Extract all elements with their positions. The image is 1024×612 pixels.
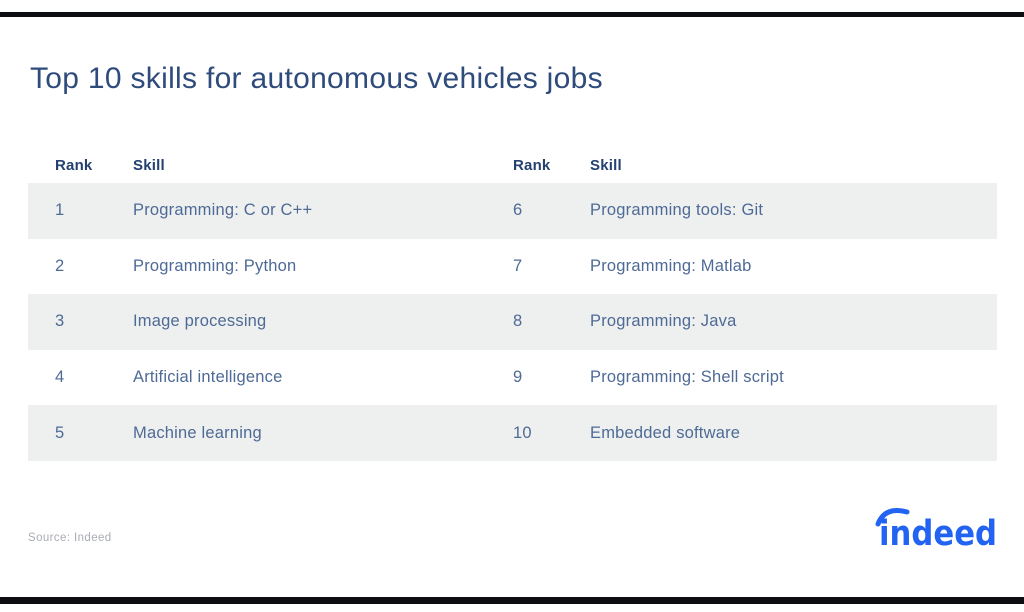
skill-value: Programming: Java xyxy=(590,312,737,331)
indeed-swoosh-icon xyxy=(875,508,910,527)
skill-value: Programming: C or C++ xyxy=(133,201,313,220)
bottom-divider-bar xyxy=(0,597,1024,604)
rank-value: 4 xyxy=(55,368,65,387)
rank-value: 8 xyxy=(513,312,523,331)
table-row: 4 Artificial intelligence 9 Programming:… xyxy=(28,350,997,406)
rank-value: 10 xyxy=(513,423,532,442)
table-row: 2 Programming: Python 7 Programming: Mat… xyxy=(28,239,997,295)
skill-value: Machine learning xyxy=(133,423,262,442)
left-rank-header: Rank xyxy=(55,157,93,174)
skill-value: Programming: Python xyxy=(133,256,297,275)
skill-value: Programming: Matlab xyxy=(590,256,752,275)
skill-value: Artificial intelligence xyxy=(133,368,283,387)
skills-table: Rank Skill Rank Skill 1 Programming: C o… xyxy=(28,148,997,461)
rank-value: 6 xyxy=(513,201,523,220)
page-title: Top 10 skills for autonomous vehicles jo… xyxy=(30,62,603,95)
right-skill-header: Skill xyxy=(590,157,622,174)
indeed-logo: indeed xyxy=(872,501,1004,554)
skill-value: Programming: Shell script xyxy=(590,368,784,387)
table-header-row: Rank Skill Rank Skill xyxy=(28,148,997,183)
left-skill-header: Skill xyxy=(133,157,165,174)
skill-value: Programming tools: Git xyxy=(590,201,764,220)
table-row: 5 Machine learning 10 Embedded software xyxy=(28,405,997,461)
right-rank-header: Rank xyxy=(513,157,551,174)
rank-value: 3 xyxy=(55,312,65,331)
rank-value: 2 xyxy=(55,256,65,275)
table-row: 1 Programming: C or C++ 6 Programming to… xyxy=(28,183,997,239)
indeed-wordmark: indeed xyxy=(879,514,997,549)
rank-value: 5 xyxy=(55,423,65,442)
rank-value: 1 xyxy=(55,201,65,220)
rank-value: 7 xyxy=(513,256,523,275)
source-credit: Source: Indeed xyxy=(28,532,112,544)
skill-value: Image processing xyxy=(133,312,267,331)
table-row: 3 Image processing 8 Programming: Java xyxy=(28,294,997,350)
top-divider-bar xyxy=(0,12,1024,17)
skill-value: Embedded software xyxy=(590,423,741,442)
rank-value: 9 xyxy=(513,368,523,387)
